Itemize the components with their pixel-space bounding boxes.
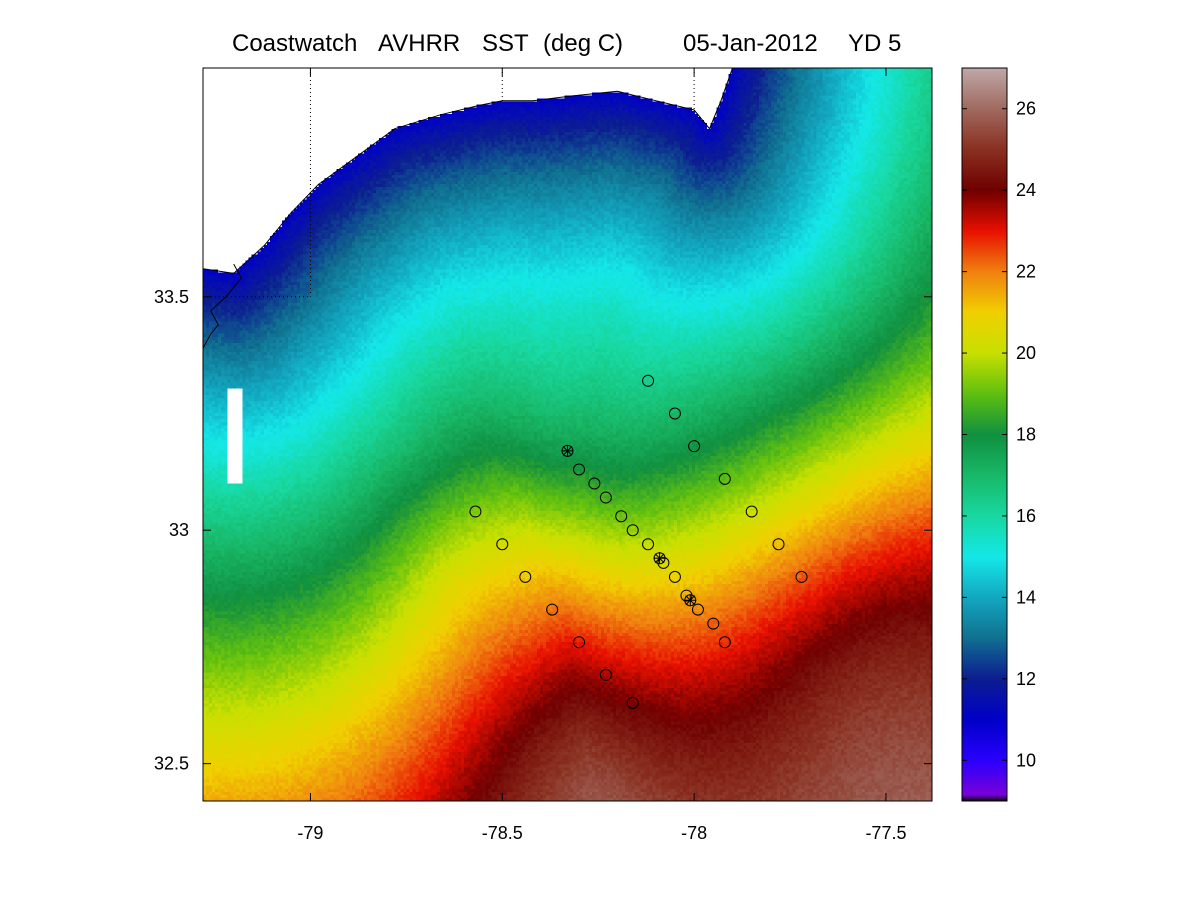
title-units: (deg C) (543, 30, 623, 57)
map-axes-frame (202, 67, 933, 802)
station-marker (691, 603, 704, 616)
station-marker (573, 463, 586, 476)
colorbar-tick-label: 18 (1016, 425, 1036, 445)
x-tick-label: -79 (297, 823, 323, 843)
title-product: SST (482, 30, 529, 57)
chart-title: Coastwatch AVHRR SST (deg C) 05-Jan-2012… (232, 30, 901, 57)
mooring-marker (684, 594, 697, 607)
station-marker (707, 617, 720, 630)
colorbar-tick-label: 24 (1016, 180, 1036, 200)
station-marker (772, 538, 785, 551)
inlet-outline (202, 263, 243, 349)
station-marker (688, 440, 701, 453)
colorbar-tick-label: 20 (1016, 343, 1036, 363)
station-marker (599, 491, 612, 504)
title-sensor: AVHRR (378, 30, 460, 57)
colorbar-tick-label: 14 (1016, 587, 1036, 607)
station-marker (718, 636, 731, 649)
station-marker (745, 505, 758, 518)
x-axis: -79 -78.5 -78 -77.5 (297, 68, 906, 843)
station-marker (795, 570, 808, 583)
station-marker (496, 538, 509, 551)
station-marker (599, 668, 612, 681)
colorbar-tick-label: 22 (1016, 262, 1036, 282)
station-marker (657, 556, 670, 569)
coastline (202, 67, 733, 349)
x-tick-label: -77.5 (865, 823, 906, 843)
colorbar-tick-label: 26 (1016, 99, 1036, 119)
colorbar-tick-label: 10 (1016, 750, 1036, 770)
y-axis: 32.5 33 33.5 (154, 287, 932, 774)
title-yearday: YD 5 (848, 30, 901, 57)
x-tick-label: -78.5 (482, 823, 523, 843)
colorbar-tick-label: 12 (1016, 669, 1036, 689)
station-marker (588, 477, 601, 490)
y-tick-label: 33 (169, 520, 189, 540)
station-marker (469, 505, 482, 518)
y-tick-label: 32.5 (154, 754, 189, 774)
x-tick-label: -78 (681, 823, 707, 843)
station-marker (680, 589, 693, 602)
colorbar-axis: 10 12 14 16 18 20 22 24 26 (962, 99, 1036, 770)
station-marker (668, 407, 681, 420)
station-marker (642, 374, 655, 387)
title-date: 05-Jan-2012 (683, 30, 818, 57)
station-marker (546, 603, 559, 616)
grid-lines (203, 68, 695, 298)
station-marker (642, 538, 655, 551)
station-marker (668, 570, 681, 583)
station-marker (519, 570, 532, 583)
station-markers (469, 374, 808, 709)
station-marker (615, 510, 628, 523)
station-marker (626, 696, 639, 709)
mooring-marker (561, 444, 574, 457)
colorbar-tick-label: 16 (1016, 506, 1036, 526)
coastline-outline (202, 67, 733, 274)
colorbar-gradient (962, 68, 1007, 801)
title-source: Coastwatch (232, 30, 357, 57)
station-marker (718, 472, 731, 485)
mooring-marker (653, 552, 666, 565)
station-marker (626, 524, 639, 537)
sst-heatmap (203, 68, 932, 801)
station-marker (573, 636, 586, 649)
y-tick-label: 33.5 (154, 287, 189, 307)
